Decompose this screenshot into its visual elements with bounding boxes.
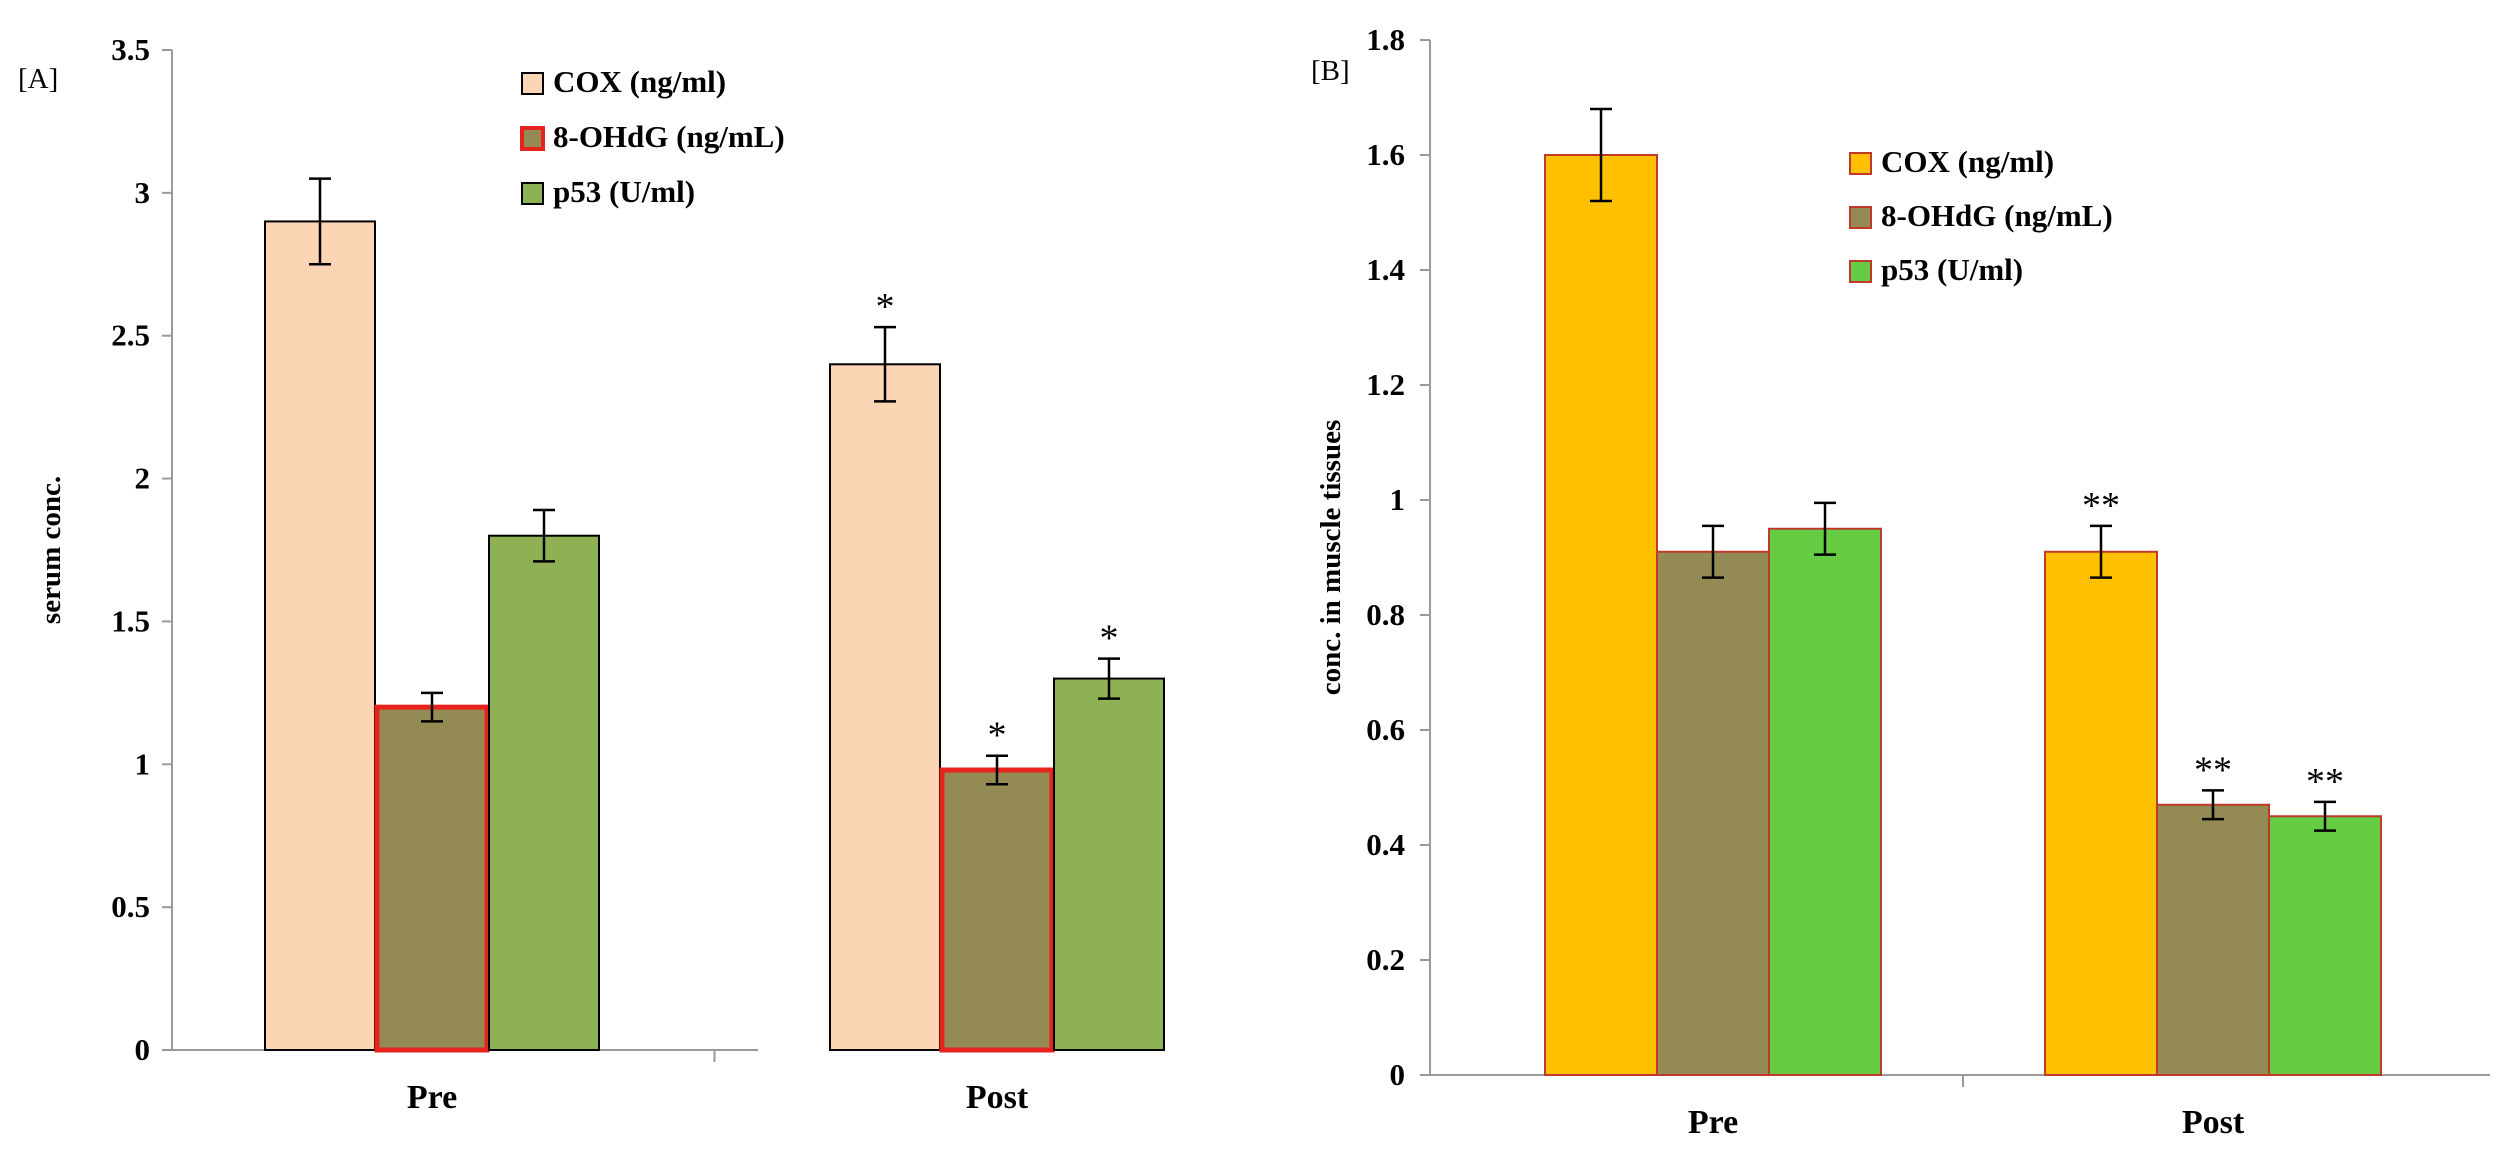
- panel-b-legend-swatch: [1849, 260, 1872, 283]
- panel-b-x-category-label: Post: [2182, 1104, 2245, 1141]
- panel-a-y-tick-label: 2: [135, 461, 151, 496]
- panel-a-y-tick-label: 1: [135, 746, 151, 781]
- panel-b-bar-8ohdg-post: [2156, 803, 2270, 1076]
- panel-b-y-axis-title: conc. in muscle tissues: [1315, 420, 1347, 696]
- panel-a-y-axis-title: serum conc.: [35, 476, 67, 624]
- panel-b-bar-cox-pre: [1544, 154, 1658, 1076]
- panel-b-legend-swatch: [1849, 152, 1872, 175]
- panel-a-y-tick-label: 1.5: [111, 603, 150, 638]
- panel-a-bar-8ohdg-post: [939, 767, 1055, 1053]
- panel-a-significance-marker: *: [988, 715, 1007, 757]
- panel-a-legend-swatch: [521, 72, 544, 95]
- panel-b-y-tick-label: 1.4: [1366, 252, 1405, 287]
- panel-b-legend-label: 8-OHdG (ng/mL): [1881, 198, 2113, 233]
- panel-b-label: [B]: [1311, 55, 1350, 87]
- panel-b-y-tick-label: 1.8: [1366, 22, 1405, 57]
- panel-a-legend-label: p53 (U/ml): [553, 174, 695, 209]
- panel-a-y-tick-label: 3.5: [111, 32, 150, 67]
- panel-a-significance-marker: *: [1100, 618, 1119, 660]
- panel-a-bar-cox-post: [829, 363, 941, 1051]
- panel-b-bar-p53-post: [2268, 815, 2382, 1076]
- panel-b-y-tick-label: 0.8: [1366, 597, 1405, 632]
- panel-b-significance-marker: **: [2082, 485, 2120, 527]
- panel-a-significance-marker: *: [876, 286, 895, 328]
- panel-a-legend-swatch: [520, 126, 545, 151]
- panel-b-y-tick-label: 0.2: [1366, 942, 1405, 977]
- panel-a-chart: [A] 0 0.5 1 1.5 2 2.5 3 3.5 serum conc. Pre * * * Post…: [18, 32, 1165, 1116]
- panel-a-legend-label: 8-OHdG (ng/mL): [553, 119, 785, 154]
- panel-a-y-tick-label: 2.5: [111, 318, 150, 353]
- panel-b-chart: [B] 0 0.2 0.4 0.6 0.8 1 1.2 1.4 1.6 1.8 conc. in mu…: [1311, 22, 2490, 1141]
- panel-a-x-category-label: Pre: [407, 1079, 457, 1116]
- panel-a-bar-p53-pre: [488, 534, 600, 1051]
- panel-b-significance-marker: **: [2306, 761, 2344, 803]
- panel-a-y-tick-label: 0: [135, 1032, 151, 1067]
- panel-a-x-category-label: Post: [966, 1079, 1029, 1116]
- panel-a-legend-label: COX (ng/ml): [553, 64, 726, 99]
- panel-b-y-tick-label: 0.6: [1366, 712, 1405, 747]
- panel-a-bar-p53-post: [1053, 677, 1165, 1051]
- panel-b-significance-marker: **: [2194, 749, 2232, 791]
- panel-a-bar-8ohdg-pre: [374, 704, 490, 1053]
- panel-b-y-tick-label: 1.6: [1366, 137, 1405, 172]
- panel-b-legend-swatch: [1849, 206, 1872, 229]
- panel-a-y-tick-label: 3: [135, 175, 151, 210]
- panel-a-bar-cox-pre: [264, 220, 376, 1051]
- panel-b-bar-8ohdg-pre: [1656, 550, 1770, 1076]
- panel-b-y-tick-label: 1.2: [1366, 367, 1405, 402]
- panel-a-legend: COX (ng/ml) 8-OHdG (ng/mL) p53 (U/ml): [520, 64, 785, 209]
- panel-b-bar-p53-pre: [1768, 527, 1882, 1076]
- panel-b-y-tick-label: 0.4: [1366, 827, 1405, 862]
- panel-b-legend: COX (ng/ml) 8-OHdG (ng/mL) p53 (U/ml): [1849, 144, 2113, 287]
- panel-a-label: [A]: [18, 63, 58, 95]
- panel-b-x-category-label: Pre: [1688, 1104, 1738, 1141]
- panel-b-y-tick-label: 1: [1390, 482, 1406, 517]
- panel-b-bar-cox-post: [2044, 550, 2158, 1076]
- panel-b-legend-label: COX (ng/ml): [1881, 144, 2054, 179]
- panel-b-y-tick-label: 0: [1390, 1057, 1406, 1092]
- panel-b-legend-label: p53 (U/ml): [1881, 252, 2023, 287]
- panel-a-legend-swatch: [521, 182, 544, 205]
- panel-a-y-tick-label: 0.5: [111, 889, 150, 924]
